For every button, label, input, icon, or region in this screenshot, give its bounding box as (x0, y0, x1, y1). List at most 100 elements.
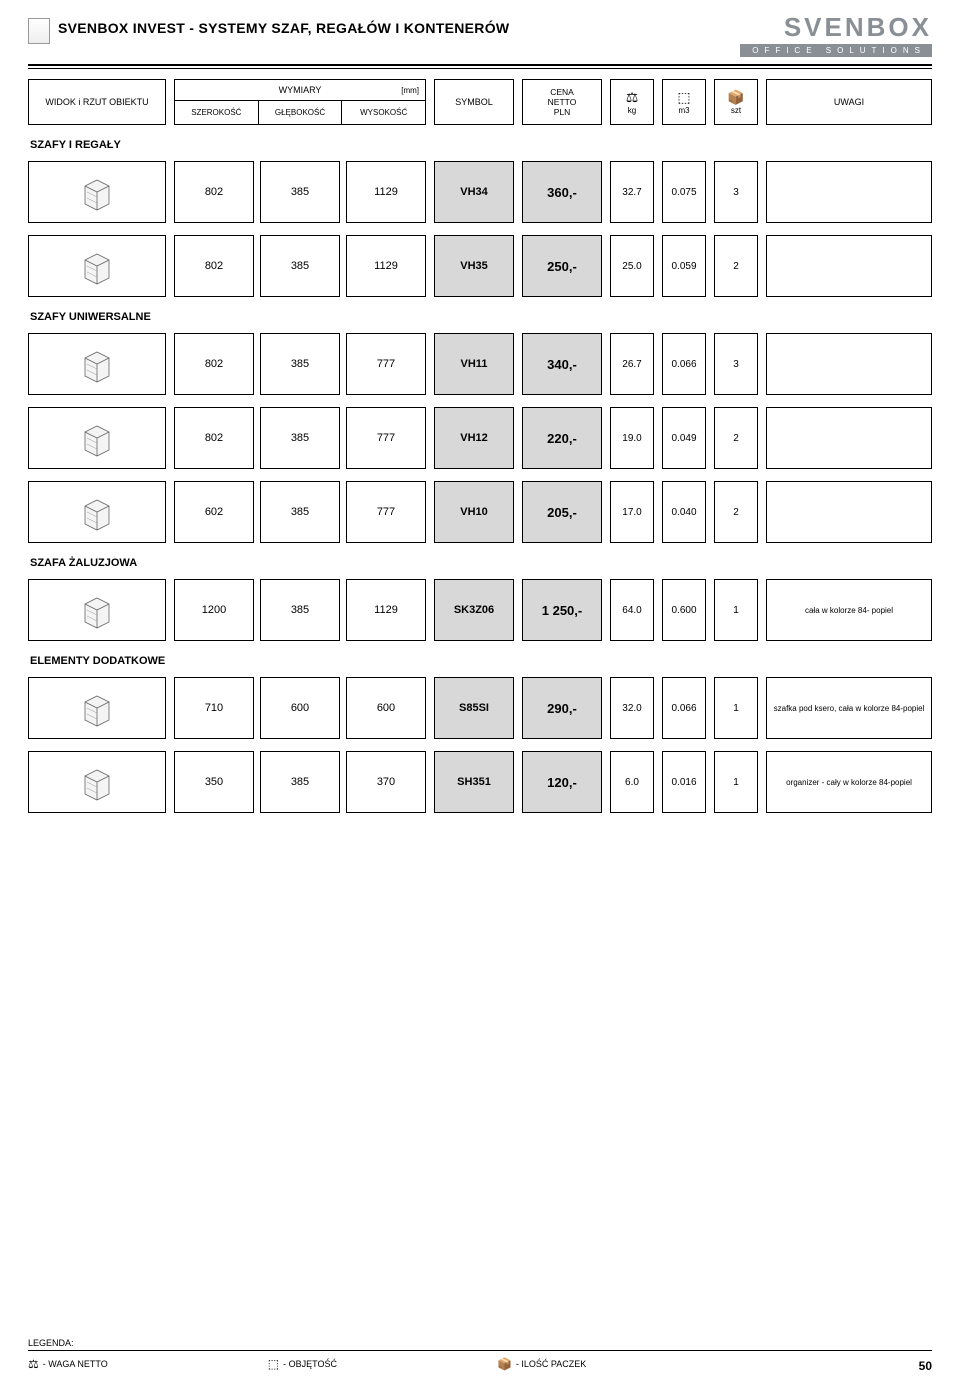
col-m3-label: m3 (678, 106, 689, 115)
volume-icon: ⬚ (677, 90, 690, 104)
table-row: 602 385 777 VH10 205,- 17.0 0.040 2 (28, 481, 932, 543)
legend-pack-icon: 📦 (497, 1357, 512, 1371)
cell-view (28, 579, 166, 641)
cell-view (28, 235, 166, 297)
cell-szt: 2 (714, 235, 758, 297)
col-price: CENA NETTO PLN (522, 79, 602, 125)
cell-view (28, 333, 166, 395)
col-dims: WYMIARY [mm] SZEROKOŚĆ GŁĘBOKOŚĆ WYSOKOŚ… (174, 79, 426, 125)
header-small-icon (28, 18, 50, 44)
header-rule-2 (28, 68, 932, 69)
footer: LEGENDA: ⚖ - WAGA NETTO ⬚ - OBJĘTOŚĆ 📦 -… (28, 1338, 932, 1371)
cell-width: 802 (174, 235, 254, 297)
cell-price: 120,- (522, 751, 602, 813)
col-dims-label: WYMIARY (175, 85, 425, 95)
product-thumb-icon (75, 244, 119, 288)
col-m3: ⬚ m3 (662, 79, 706, 125)
product-thumb-icon (75, 588, 119, 632)
cell-symbol: VH11 (434, 333, 514, 395)
column-header-row: WIDOK i RZUT OBIEKTU WYMIARY [mm] SZEROK… (28, 79, 932, 125)
page-number: 50 (919, 1359, 932, 1373)
cell-width: 710 (174, 677, 254, 739)
cell-height: 1129 (346, 161, 426, 223)
col-dims-unit: [mm] (401, 86, 419, 95)
cell-price: 250,- (522, 235, 602, 297)
cell-remarks (766, 481, 932, 543)
cell-kg: 32.7 (610, 161, 654, 223)
cell-view (28, 407, 166, 469)
cell-symbol: SH351 (434, 751, 514, 813)
cell-depth: 385 (260, 235, 340, 297)
cell-height: 370 (346, 751, 426, 813)
table-row: 802 385 777 VH12 220,- 19.0 0.049 2 (28, 407, 932, 469)
table-row: 802 385 1129 VH34 360,- 32.7 0.075 3 (28, 161, 932, 223)
table-row: 802 385 1129 VH35 250,- 25.0 0.059 2 (28, 235, 932, 297)
cell-m3: 0.040 (662, 481, 706, 543)
section-label: ELEMENTY DODATKOWE (30, 655, 932, 667)
table-row: 1200 385 1129 SK3Z06 1 250,- 64.0 0.600 … (28, 579, 932, 641)
cell-height: 1129 (346, 579, 426, 641)
page-title: SVENBOX INVEST - SYSTEMY SZAF, REGAŁÓW I… (58, 20, 740, 36)
cell-kg: 19.0 (610, 407, 654, 469)
cell-price: 290,- (522, 677, 602, 739)
cell-symbol: VH12 (434, 407, 514, 469)
cell-height: 777 (346, 333, 426, 395)
cell-kg: 25.0 (610, 235, 654, 297)
cell-remarks (766, 161, 932, 223)
cell-szt: 3 (714, 161, 758, 223)
cell-view (28, 677, 166, 739)
cell-price: 220,- (522, 407, 602, 469)
cell-view (28, 751, 166, 813)
cell-price: 360,- (522, 161, 602, 223)
cell-price: 1 250,- (522, 579, 602, 641)
cell-width: 802 (174, 333, 254, 395)
cell-szt: 2 (714, 407, 758, 469)
product-thumb-icon (75, 416, 119, 460)
pack-icon: 📦 (727, 90, 744, 104)
col-remarks: UWAGI (766, 79, 932, 125)
cell-kg: 64.0 (610, 579, 654, 641)
cell-symbol: VH10 (434, 481, 514, 543)
cell-width: 602 (174, 481, 254, 543)
product-thumb-icon (75, 686, 119, 730)
brand-main: SVENBOX (740, 14, 932, 40)
cell-height: 777 (346, 481, 426, 543)
cell-remarks (766, 407, 932, 469)
cell-remarks (766, 235, 932, 297)
cell-depth: 385 (260, 579, 340, 641)
cell-symbol: VH34 (434, 161, 514, 223)
cell-kg: 26.7 (610, 333, 654, 395)
cell-kg: 6.0 (610, 751, 654, 813)
cell-szt: 3 (714, 333, 758, 395)
legend-pack-label: - ILOŚĆ PACZEK (516, 1359, 586, 1369)
cell-price: 205,- (522, 481, 602, 543)
cell-width: 350 (174, 751, 254, 813)
legend-volume-icon: ⬚ (268, 1357, 279, 1371)
col-szt-label: szt (731, 106, 741, 115)
legend-volume-label: - OBJĘTOŚĆ (283, 1359, 337, 1369)
section-label: SZAFA ŻALUZJOWA (30, 557, 932, 569)
cell-remarks: szafka pod ksero, cała w kolorze 84-popi… (766, 677, 932, 739)
brand-block: SVENBOX OFFICE SOLUTIONS (740, 14, 932, 58)
cell-szt: 1 (714, 751, 758, 813)
legend-weight-icon: ⚖ (28, 1357, 39, 1371)
cell-m3: 0.066 (662, 677, 706, 739)
section-label: SZAFY I REGAŁY (30, 139, 932, 151)
brand-sub: OFFICE SOLUTIONS (740, 44, 932, 57)
cell-symbol: S85SI (434, 677, 514, 739)
cell-height: 600 (346, 677, 426, 739)
cell-m3: 0.600 (662, 579, 706, 641)
product-thumb-icon (75, 490, 119, 534)
weight-icon: ⚖ (626, 90, 639, 104)
cell-depth: 600 (260, 677, 340, 739)
cell-width: 802 (174, 407, 254, 469)
cell-depth: 385 (260, 481, 340, 543)
cell-m3: 0.075 (662, 161, 706, 223)
col-wys: WYSOKOŚĆ (342, 101, 425, 124)
cell-height: 1129 (346, 235, 426, 297)
col-kg: ⚖ kg (610, 79, 654, 125)
col-kg-label: kg (628, 106, 636, 115)
col-gleb: GŁĘBOKOŚĆ (259, 101, 343, 124)
cell-depth: 385 (260, 333, 340, 395)
cell-remarks: cała w kolorze 84- popiel (766, 579, 932, 641)
